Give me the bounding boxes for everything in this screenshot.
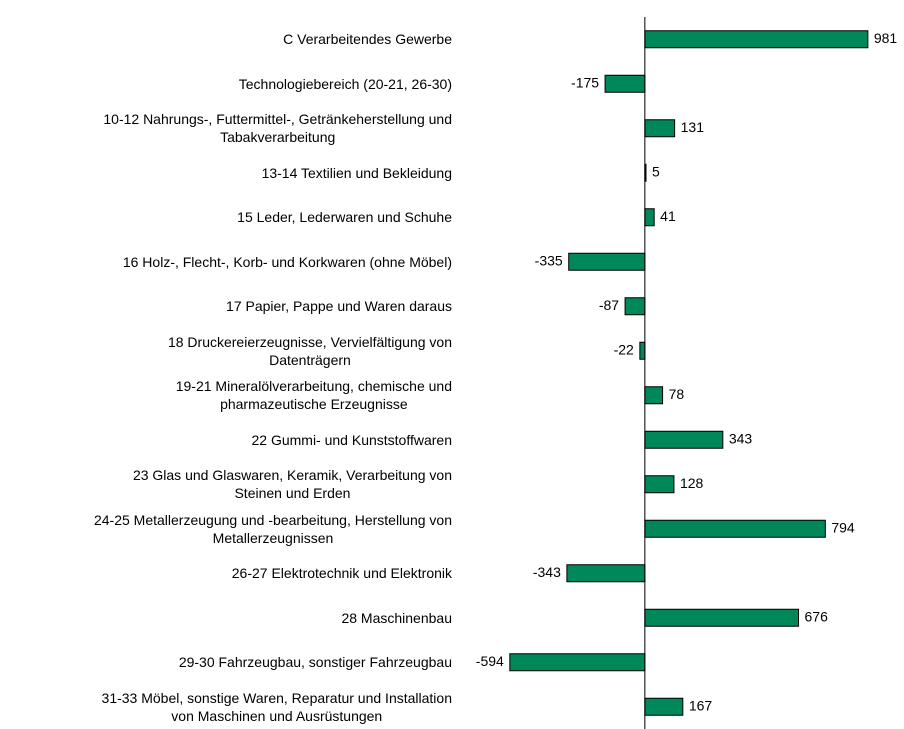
category-text: 13-14 Textilien und Bekleidung bbox=[261, 164, 452, 181]
value-label: 794 bbox=[831, 519, 855, 535]
bar bbox=[644, 697, 684, 716]
category-label: 16 Holz-, Flecht-, Korb- und Korkwaren (… bbox=[0, 240, 452, 285]
category-text: 28 Maschinenbau bbox=[341, 609, 452, 626]
value-label: 343 bbox=[729, 430, 753, 446]
value-label: 167 bbox=[689, 697, 713, 713]
bar bbox=[644, 30, 869, 49]
category-text: 31-33 Möbel, sonstige Waren, Reparatur u… bbox=[101, 689, 452, 724]
category-text: 10-12 Nahrungs-, Futtermittel-, Getränke… bbox=[103, 111, 452, 146]
category-text: 15 Leder, Lederwaren und Schuhe bbox=[237, 209, 452, 226]
value-label: -594 bbox=[476, 653, 504, 669]
category-text: 19-21 Mineralölverarbeitung, chemische u… bbox=[175, 378, 452, 413]
category-label: 22 Gummi- und Kunststoffwaren bbox=[0, 418, 452, 463]
value-label: 5 bbox=[652, 163, 660, 179]
category-label: 29-30 Fahrzeugbau, sonstiger Fahrzeugbau bbox=[0, 640, 452, 685]
category-text: 22 Gummi- und Kunststoffwaren bbox=[251, 431, 452, 448]
category-text: Technologiebereich (20-21, 26-30) bbox=[238, 75, 452, 92]
category-label: 28 Maschinenbau bbox=[0, 596, 452, 641]
value-label: -335 bbox=[535, 252, 563, 268]
category-text: 17 Papier, Pappe und Waren daraus bbox=[226, 298, 452, 315]
category-label: 10-12 Nahrungs-, Futtermittel-, Getränke… bbox=[0, 106, 452, 151]
category-text: 18 Druckereierzeugnisse, Vervielfältigun… bbox=[167, 333, 452, 368]
bar bbox=[566, 564, 646, 583]
value-label: 981 bbox=[874, 30, 898, 46]
category-text: 23 Glas und Glaswaren, Keramik, Verarbei… bbox=[132, 467, 452, 502]
value-label: -87 bbox=[599, 297, 619, 313]
category-label: 23 Glas und Glaswaren, Keramik, Verarbei… bbox=[0, 462, 452, 507]
category-label: 19-21 Mineralölverarbeitung, chemische u… bbox=[0, 373, 452, 418]
value-label: 676 bbox=[805, 608, 829, 624]
value-label: 131 bbox=[681, 119, 705, 135]
value-label: 41 bbox=[660, 208, 676, 224]
category-label: 17 Papier, Pappe und Waren daraus bbox=[0, 284, 452, 329]
category-text: C Verarbeitendes Gewerbe bbox=[283, 31, 452, 48]
bar bbox=[568, 252, 646, 271]
category-label: C Verarbeitendes Gewerbe bbox=[0, 17, 452, 62]
bar bbox=[644, 386, 664, 405]
bar bbox=[604, 74, 646, 93]
value-label: 128 bbox=[680, 475, 704, 491]
category-label: 24-25 Metallerzeugung und -bearbeitung, … bbox=[0, 507, 452, 552]
bar bbox=[639, 341, 646, 360]
category-text: 26-27 Elektrotechnik und Elektronik bbox=[231, 565, 452, 582]
bar bbox=[509, 653, 646, 672]
category-text: 29-30 Fahrzeugbau, sonstiger Fahrzeugbau bbox=[178, 654, 452, 671]
category-text: 24-25 Metallerzeugung und -bearbeitung, … bbox=[93, 511, 452, 546]
bar bbox=[644, 430, 724, 449]
category-label: 13-14 Textilien und Bekleidung bbox=[0, 151, 452, 196]
bar bbox=[644, 475, 675, 494]
category-label: 26-27 Elektrotechnik und Elektronik bbox=[0, 551, 452, 596]
bar bbox=[644, 119, 676, 138]
bar bbox=[644, 519, 826, 538]
category-label: Technologiebereich (20-21, 26-30) bbox=[0, 62, 452, 107]
category-label: 18 Druckereierzeugnisse, Vervielfältigun… bbox=[0, 329, 452, 374]
bar bbox=[624, 297, 646, 316]
bar bbox=[644, 208, 655, 227]
bar bbox=[644, 608, 800, 627]
value-label: -343 bbox=[533, 564, 561, 580]
value-label: -22 bbox=[614, 341, 634, 357]
category-label: 31-33 Möbel, sonstige Waren, Reparatur u… bbox=[0, 685, 452, 729]
value-label: -175 bbox=[571, 74, 599, 90]
value-label: 78 bbox=[669, 386, 685, 402]
category-text: 16 Holz-, Flecht-, Korb- und Korkwaren (… bbox=[122, 253, 452, 270]
category-label: 15 Leder, Lederwaren und Schuhe bbox=[0, 195, 452, 240]
